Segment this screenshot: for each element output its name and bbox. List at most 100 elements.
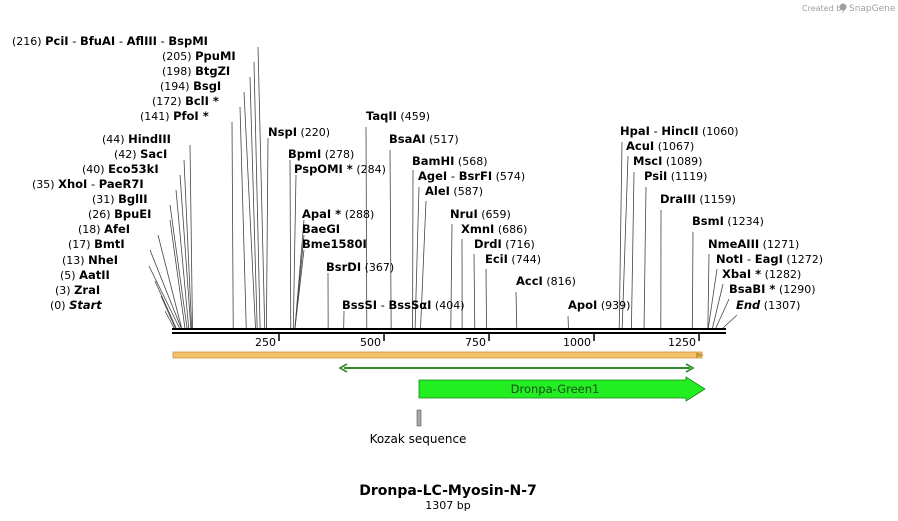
enzyme-site-hpai-1060[interactable]: HpaI - HincII (1060) [620,124,739,138]
enzyme-site-nrui-659[interactable]: NruI (659) [450,207,511,221]
enzyme-site-pcii-216[interactable]: (216) PciI - BfuAI - AflIII - BspMI [12,34,208,48]
enzyme-site-btgzi-198[interactable]: (198) BtgZI [162,64,230,78]
enzyme-label-aatii-5[interactable]: (5) AatII [60,268,110,282]
enzyme-label-bmti-17[interactable]: (17) BmtI [68,237,125,251]
enzyme-site-agei-574[interactable]: AgeI - BsrFI (574) [418,169,525,183]
enzyme-site-draiii-1159[interactable]: DraIII (1159) [660,192,736,206]
enzyme-label-bme1580i-288[interactable]: Bme1580I [302,237,367,251]
enzyme-site-psii-1119[interactable]: PsiI (1119) [644,169,707,183]
enzyme-label-pcii-216[interactable]: (216) PciI - BfuAI - AflIII - BspMI [12,34,208,48]
enzyme-label-psii-1119[interactable]: PsiI (1119) [644,169,707,183]
enzyme-site-taqii-459[interactable]: TaqII (459) [366,109,430,123]
enzyme-site-bsmi-1234[interactable]: BsmI (1234) [692,214,764,228]
enzyme-site-bme1580i-288[interactable]: Bme1580I [302,237,367,251]
enzyme-label-end-1307[interactable]: End (1307) [736,298,800,312]
enzyme-label-bsssi-404[interactable]: BssSI - BssSαI (404) [342,298,465,312]
enzyme-site-bsgi-194[interactable]: (194) BsgI [160,79,221,93]
enzyme-label-bpuei-26[interactable]: (26) BpuEI [88,207,151,221]
dronpa-green1-feature[interactable]: Dronpa-Green1 [418,376,706,402]
enzyme-label-bsrdi-367[interactable]: BsrDI (367) [326,260,394,274]
enzyme-label-apai-288[interactable]: ApaI * (288) [302,207,374,221]
enzyme-site-start-0[interactable]: (0) Start [50,298,102,312]
kozak-marker[interactable] [416,409,422,427]
enzyme-label-acci-816[interactable]: AccI (816) [516,274,576,288]
enzyme-site-zrai-3[interactable]: (3) ZraI [55,283,100,297]
enzyme-site-acci-816[interactable]: AccI (816) [516,274,576,288]
enzyme-label-nrui-659[interactable]: NruI (659) [450,207,511,221]
enzyme-site-bsabi-1290[interactable]: BsaBI * (1290) [729,282,816,296]
enzyme-label-agei-574[interactable]: AgeI - BsrFI (574) [418,169,525,183]
enzyme-site-acui-1067[interactable]: AcuI (1067) [626,139,694,153]
enzyme-label-draiii-1159[interactable]: DraIII (1159) [660,192,736,206]
enzyme-label-nspi-220[interactable]: NspI (220) [268,125,330,139]
enzyme-label-nhei-13[interactable]: (13) NheI [62,253,118,267]
enzyme-site-eco53ki-40[interactable]: (40) Eco53kI [82,162,159,176]
enzyme-label-afei-18[interactable]: (18) AfeI [78,222,130,236]
enzyme-label-noti-1272[interactable]: NotI - EagI (1272) [716,252,823,266]
enzyme-site-bamhi-568[interactable]: BamHI (568) [412,154,488,168]
enzyme-label-drdi-716[interactable]: DrdI (716) [474,237,535,251]
orange-bar-feature[interactable] [172,351,704,359]
enzyme-site-nhei-13[interactable]: (13) NheI [62,253,118,267]
enzyme-label-pfoi-141[interactable]: (141) PfoI * [140,109,209,123]
enzyme-label-taqii-459[interactable]: TaqII (459) [366,109,430,123]
enzyme-label-baegi-288[interactable]: BaeGI [302,222,340,236]
enzyme-site-ecii-744[interactable]: EciI (744) [485,252,541,266]
enzyme-label-pspomi-284[interactable]: PspOMI * (284) [294,162,386,176]
enzyme-label-nmeaiii-1271[interactable]: NmeAIII (1271) [708,237,799,251]
enzyme-label-bamhi-568[interactable]: BamHI (568) [412,154,488,168]
enzyme-site-nspi-220[interactable]: NspI (220) [268,125,330,139]
enzyme-label-bsaai-517[interactable]: BsaAI (517) [389,132,459,146]
enzyme-site-bpuei-26[interactable]: (26) BpuEI [88,207,151,221]
enzyme-site-bglii-31[interactable]: (31) BglII [92,192,148,206]
enzyme-site-bsrdi-367[interactable]: BsrDI (367) [326,260,394,274]
enzyme-site-afei-18[interactable]: (18) AfeI [78,222,130,236]
enzyme-label-ppumi-205[interactable]: (205) PpuMI [162,49,236,63]
green-thin-feature[interactable] [338,363,695,373]
enzyme-site-bmti-17[interactable]: (17) BmtI [68,237,125,251]
enzyme-site-pspomi-284[interactable]: PspOMI * (284) [294,162,386,176]
enzyme-label-alei-587[interactable]: AleI (587) [425,184,483,198]
enzyme-label-start-0[interactable]: (0) Start [50,298,102,312]
enzyme-label-msci-1089[interactable]: MscI (1089) [633,154,702,168]
enzyme-site-ppumi-205[interactable]: (205) PpuMI [162,49,236,63]
enzyme-label-ecii-744[interactable]: EciI (744) [485,252,541,266]
enzyme-site-noti-1272[interactable]: NotI - EagI (1272) [716,252,823,266]
enzyme-label-hindiii-44[interactable]: (44) HindIII [102,132,171,146]
enzyme-site-msci-1089[interactable]: MscI (1089) [633,154,702,168]
enzyme-site-hindiii-44[interactable]: (44) HindIII [102,132,171,146]
kozak-feature[interactable]: Kozak sequence [370,409,467,446]
enzyme-site-bcli-172[interactable]: (172) BclI * [152,94,219,108]
enzyme-label-eco53ki-40[interactable]: (40) Eco53kI [82,162,159,176]
enzyme-label-bglii-31[interactable]: (31) BglII [92,192,148,206]
enzyme-label-saci-42[interactable]: (42) SacI [114,147,167,161]
enzyme-label-bsabi-1290[interactable]: BsaBI * (1290) [729,282,816,296]
enzyme-site-bsaai-517[interactable]: BsaAI (517) [389,132,459,146]
enzyme-site-saci-42[interactable]: (42) SacI [114,147,167,161]
enzyme-label-xhoi-35[interactable]: (35) XhoI - PaeR7I [32,177,144,191]
enzyme-site-nmeaiii-1271[interactable]: NmeAIII (1271) [708,237,799,251]
enzyme-site-drdi-716[interactable]: DrdI (716) [474,237,535,251]
enzyme-site-bsssi-404[interactable]: BssSI - BssSαI (404) [342,298,465,312]
orange-bar[interactable] [172,351,703,359]
enzyme-site-xhoi-35[interactable]: (35) XhoI - PaeR7I [32,177,144,191]
enzyme-label-apoi-939[interactable]: ApoI (939) [568,298,630,312]
enzyme-site-apoi-939[interactable]: ApoI (939) [568,298,630,312]
enzyme-label-bcli-172[interactable]: (172) BclI * [152,94,219,108]
enzyme-site-alei-587[interactable]: AleI (587) [425,184,483,198]
enzyme-site-baegi-288[interactable]: BaeGI [302,222,340,236]
enzyme-site-xmni-686[interactable]: XmnI (686) [461,222,527,236]
enzyme-site-pfoi-141[interactable]: (141) PfoI * [140,109,209,123]
enzyme-site-end-1307[interactable]: End (1307) [736,298,800,312]
enzyme-label-bsgi-194[interactable]: (194) BsgI [160,79,221,93]
enzyme-site-apai-288[interactable]: ApaI * (288) [302,207,374,221]
enzyme-label-bpmi-278[interactable]: BpmI (278) [288,147,354,161]
enzyme-label-xmni-686[interactable]: XmnI (686) [461,222,527,236]
dronpa-green1-arrow[interactable] [418,376,706,402]
enzyme-label-acui-1067[interactable]: AcuI (1067) [626,139,694,153]
enzyme-site-aatii-5[interactable]: (5) AatII [60,268,110,282]
enzyme-label-xbai-1282[interactable]: XbaI * (1282) [722,267,801,281]
enzyme-label-zrai-3[interactable]: (3) ZraI [55,283,100,297]
enzyme-site-xbai-1282[interactable]: XbaI * (1282) [722,267,801,281]
enzyme-label-btgzi-198[interactable]: (198) BtgZI [162,64,230,78]
